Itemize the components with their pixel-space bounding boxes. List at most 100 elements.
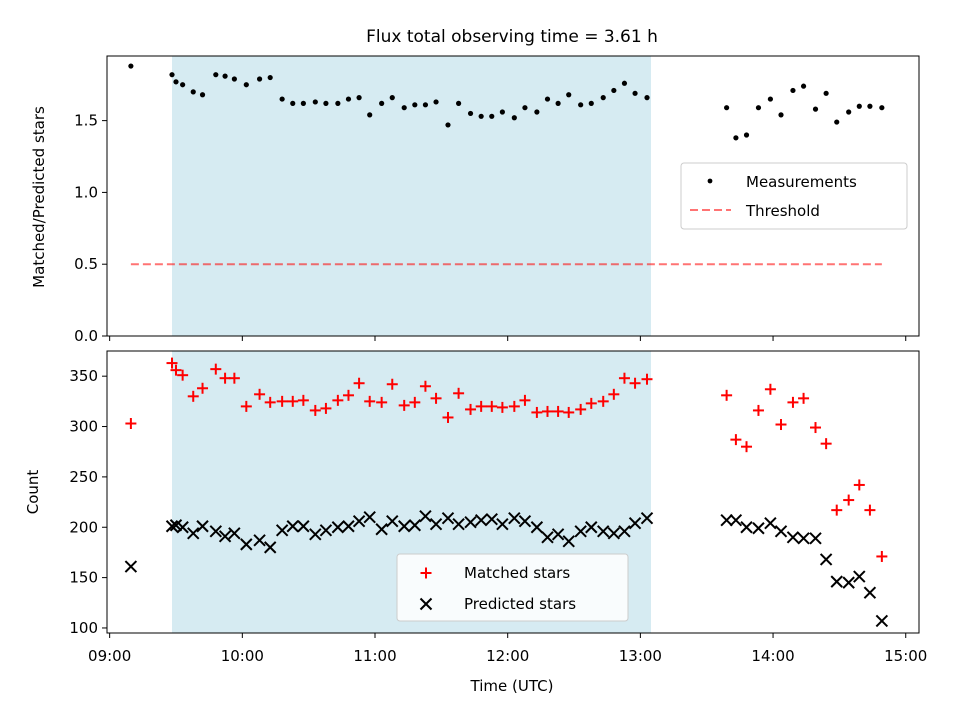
measurement-point: [231, 76, 237, 82]
predicted-point: [240, 538, 253, 551]
predicted-point: [275, 524, 289, 537]
matched-point: [125, 418, 137, 430]
predicted-point: [786, 531, 800, 544]
cross-stroke-b: [441, 511, 455, 525]
measurement-point: [555, 100, 561, 106]
bottom-xtick-label: 09:00: [88, 647, 131, 665]
bottom-xtick-label: 11:00: [353, 647, 396, 665]
matched-point: [752, 404, 764, 416]
bottom-legend: Matched stars Predicted stars: [396, 553, 629, 622]
matched-point: [187, 390, 199, 402]
measurement-point: [267, 74, 273, 81]
cross-stroke-b: [429, 518, 443, 531]
predicted-point: [842, 576, 855, 589]
cross-stroke-b: [562, 535, 575, 548]
cross-stroke-b: [474, 513, 488, 527]
top-x-ticks: [109, 336, 907, 341]
measurement-point: [335, 100, 341, 106]
matched-point: [798, 392, 810, 404]
cross-stroke-b: [331, 521, 345, 534]
cross-stroke-b: [842, 576, 855, 589]
bottom-panel: 100 150 200 250 300 350 09:00 10:00 11:00 12:00 1…: [24, 350, 927, 695]
matched-point: [486, 400, 498, 412]
matched-point: [618, 372, 630, 384]
predicted-point: [352, 515, 366, 528]
measurement-point: [611, 87, 617, 94]
measurement-point: [199, 92, 206, 98]
measurement-point: [323, 100, 329, 106]
measurement-point: [128, 63, 134, 69]
measurement-point: [356, 95, 362, 101]
predicted-point: [386, 515, 399, 528]
matched-point: [597, 395, 609, 407]
cross-stroke-b: [863, 586, 877, 599]
matched-point: [240, 400, 252, 412]
predicted-point: [875, 614, 889, 628]
top-y-ticks: 0.0 0.5 1.0 1.5: [74, 112, 107, 345]
bottom-y-axis-label: Count: [24, 470, 42, 515]
predicted-point: [797, 532, 810, 545]
cross-stroke-b: [740, 521, 753, 534]
matched-point: [228, 372, 240, 384]
predicted-point: [863, 586, 877, 599]
cross-stroke-b: [228, 527, 241, 540]
legend-cross: [419, 597, 433, 611]
measurement-point: [733, 135, 739, 141]
measurement-point: [290, 100, 296, 106]
measurement-point: [169, 72, 175, 78]
matched-point: [453, 387, 465, 399]
cross-stroke-b: [551, 528, 565, 541]
matched-point: [864, 504, 876, 516]
predicted-points: [124, 509, 889, 628]
measurement-point: [812, 106, 819, 112]
measurement-point: [180, 82, 186, 88]
cross-stroke-b: [309, 528, 322, 541]
measurement-point: [190, 89, 196, 95]
measurement-point: [367, 112, 373, 118]
cross-stroke-b: [819, 553, 833, 566]
bottom-legend-box: [396, 553, 629, 622]
measurement-point: [173, 79, 179, 85]
predicted-point: [474, 513, 488, 527]
matched-point: [342, 389, 354, 401]
matched-point: [465, 403, 477, 415]
measurement-point: [389, 95, 395, 101]
predicted-point: [319, 524, 333, 537]
matched-point: [730, 434, 742, 446]
cross-stroke-b: [875, 614, 889, 628]
cross-stroke-b: [397, 520, 411, 533]
predicted-point: [441, 511, 455, 525]
cross-stroke-b: [618, 525, 631, 538]
legend-matched-marker: [420, 567, 432, 579]
predicted-point: [541, 531, 554, 544]
top-ytick-label: 0.5: [74, 255, 98, 273]
measurement-point: [256, 76, 263, 82]
measurement-point: [222, 73, 228, 79]
predicted-point: [640, 511, 654, 525]
predicted-point: [729, 513, 743, 527]
cross-stroke-b: [485, 512, 498, 526]
measurement-point: [312, 99, 318, 105]
bottom-ytick-label: 350: [69, 367, 98, 385]
top-legend-box: [680, 162, 908, 230]
legend-plus: [420, 567, 432, 579]
matched-point: [541, 405, 553, 417]
matched-point: [853, 479, 865, 491]
matched-point: [831, 504, 843, 516]
matched-point: [386, 378, 398, 390]
cross-stroke-b: [419, 597, 433, 611]
measurement-point: [743, 132, 750, 138]
cross-stroke-b: [363, 510, 376, 524]
matched-point: [575, 403, 587, 415]
matched-point: [210, 363, 222, 375]
measurement-point: [522, 105, 528, 111]
predicted-point: [429, 518, 443, 531]
measurement-point: [600, 95, 606, 101]
predicted-point: [253, 534, 266, 547]
predicted-point: [176, 521, 189, 534]
measurement-point: [544, 96, 551, 102]
cross-stroke-b: [218, 530, 232, 543]
cross-stroke-b: [124, 560, 138, 573]
legend-predicted-label: Predicted stars: [464, 595, 576, 613]
matched-point: [721, 389, 733, 401]
